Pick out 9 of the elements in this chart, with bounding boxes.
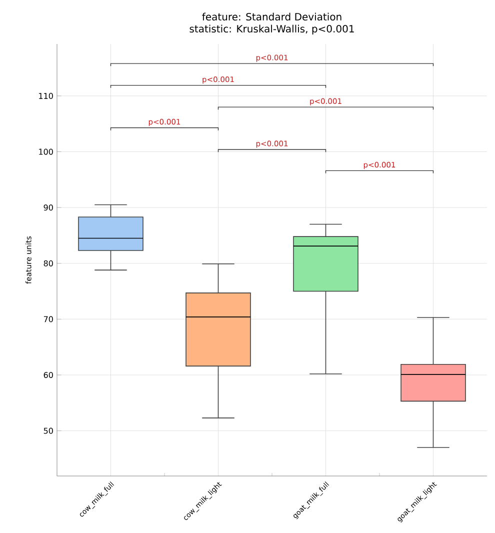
chart-subtitle: statistic: Kruskal-Wallis, p<0.001 <box>190 24 354 34</box>
y-tick-label: 80 <box>44 260 53 266</box>
chart-title: feature: Standard Deviation <box>202 12 342 21</box>
y-tick-label: 90 <box>44 204 53 211</box>
y-tick-label: 70 <box>44 316 53 322</box>
y-tick-label: 100 <box>39 148 53 155</box>
y-tick-label: 50 <box>44 428 53 434</box>
y-tick-label: 60 <box>44 372 53 378</box>
y-tick-label: 110 <box>39 92 53 99</box>
